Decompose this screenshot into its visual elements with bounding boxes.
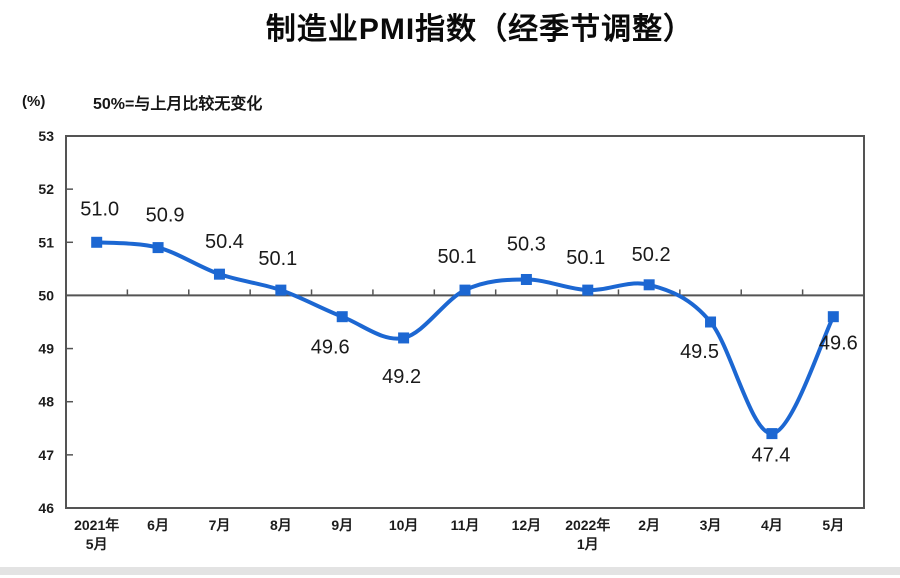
data-point-label: 51.0 [80,198,119,220]
y-tick-label: 46 [38,500,54,516]
plot-border [65,135,865,509]
y-tick-label: 49 [38,341,54,357]
data-point-label: 50.1 [258,248,297,270]
data-point-label: 49.5 [680,341,719,363]
y-tick-label: 53 [38,128,54,144]
pmi-series-line [94,240,836,436]
data-labels: 51.0 50.9 50.4 50.1 49.6 49.2 50.1 50.3 50.1 50.2… [80,198,858,466]
x-axis-label: 2021年 [74,517,119,533]
x-axis-label: 1月 [577,536,599,552]
data-point-marker [91,236,103,248]
x-axis-label: 7月 [209,517,231,533]
data-point-label: 49.2 [382,366,421,388]
y-axis-unit-label: (%) [22,93,46,110]
chart-title: 制造业PMI指数（经季节调整） [265,13,695,46]
data-point-label: 50.2 [632,244,671,266]
x-axis-labels: 2021年 5月 6月 7月 8月 9月 10月 11月 12月 2022年 1月 2月 3月 4月 5月 [74,517,844,552]
y-tick-label: 48 [38,394,54,410]
data-point-marker [520,273,532,285]
y-tick-label: 50 [38,287,54,303]
data-point-marker [705,316,717,328]
bottom-edge-strip [0,567,900,575]
data-point-label: 50.9 [146,205,185,227]
data-point-label: 47.4 [751,445,790,467]
chart-subtitle: 50%=与上月比较无变化 [93,96,263,113]
y-tick-label: 47 [38,447,54,463]
y-tick-label: 51 [38,234,54,250]
data-point-marker [336,311,348,323]
x-axis-label: 10月 [389,517,419,533]
x-axis-label: 11月 [451,517,480,533]
data-point-marker [398,332,410,344]
data-point-marker [582,284,594,296]
x-axis-label: 9月 [331,517,353,533]
x-axis-ticks [126,289,804,295]
data-point-marker [152,242,164,254]
data-point-marker [275,284,287,296]
pmi-series-path [94,240,836,436]
data-point-label: 49.6 [311,337,350,359]
x-axis-label: 5月 [822,517,844,533]
data-point-marker [213,268,225,280]
data-point-marker [643,279,655,291]
x-axis-label: 3月 [700,517,722,533]
plot-frame [65,135,865,509]
y-axis-ticks [67,188,73,456]
data-point-label: 50.1 [566,247,605,269]
data-point-label: 49.6 [819,333,858,355]
y-tick-label: 52 [38,181,54,197]
data-point-marker [827,311,839,323]
data-point-label: 50.3 [507,233,546,255]
x-axis-label: 2022年 [565,517,610,533]
x-axis-label: 4月 [761,517,783,533]
x-axis-label: 12月 [512,517,542,533]
y-axis-labels: 53 52 51 50 49 48 47 46 [38,128,54,516]
data-point-label: 50.4 [205,231,244,253]
x-axis-label: 6月 [147,517,169,533]
data-point-marker [766,428,778,440]
data-point-label: 50.1 [438,246,477,268]
x-axis-label: 2月 [638,517,660,533]
data-point-marker [459,284,471,296]
pmi-series-markers [91,236,839,440]
x-axis-label: 8月 [270,517,292,533]
x-axis-label: 5月 [86,536,108,552]
